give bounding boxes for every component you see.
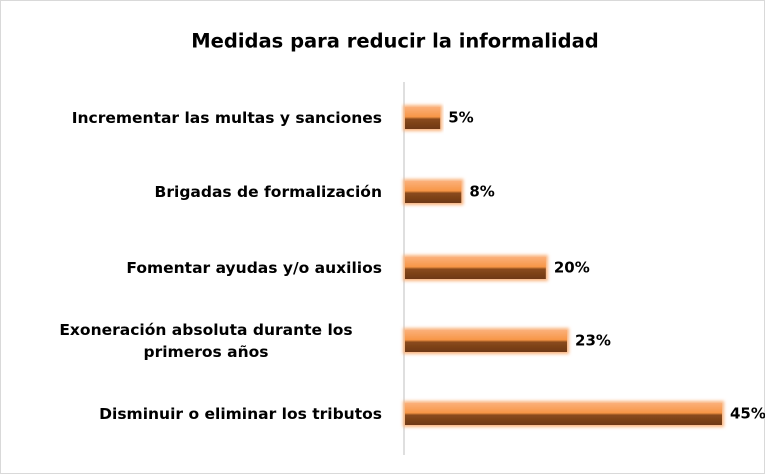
data-label: 23% — [575, 332, 611, 350]
category-label-box: Fomentar ayudas y/o auxilios — [22, 257, 382, 279]
y-tick-label: Fomentar ayudas y/o auxilios — [126, 259, 382, 277]
y-tick-label: Exoneración absoluta durante los primero… — [59, 321, 353, 361]
data-label: 45% — [730, 405, 765, 423]
chart-title: Medidas para reducir la informalidad — [191, 30, 598, 53]
bar — [405, 181, 462, 203]
bar — [405, 403, 722, 425]
data-label: 20% — [554, 259, 590, 277]
category-label-box: Brigadas de formalización — [22, 181, 382, 203]
data-label: 8% — [469, 183, 494, 201]
category-label-box: Incrementar las multas y sanciones — [22, 107, 382, 129]
data-label: 5% — [448, 109, 473, 127]
category-label-box: Exoneración absoluta durante los primero… — [22, 319, 382, 363]
y-tick-label: Brigadas de formalización — [154, 183, 382, 201]
bar — [405, 330, 568, 352]
y-tick-label: Incrementar las multas y sanciones — [71, 109, 382, 127]
category-label-box: Disminuir o eliminar los tributos — [22, 403, 382, 425]
bar — [405, 257, 546, 279]
y-tick-label: Disminuir o eliminar los tributos — [99, 405, 382, 423]
bar — [405, 107, 441, 129]
